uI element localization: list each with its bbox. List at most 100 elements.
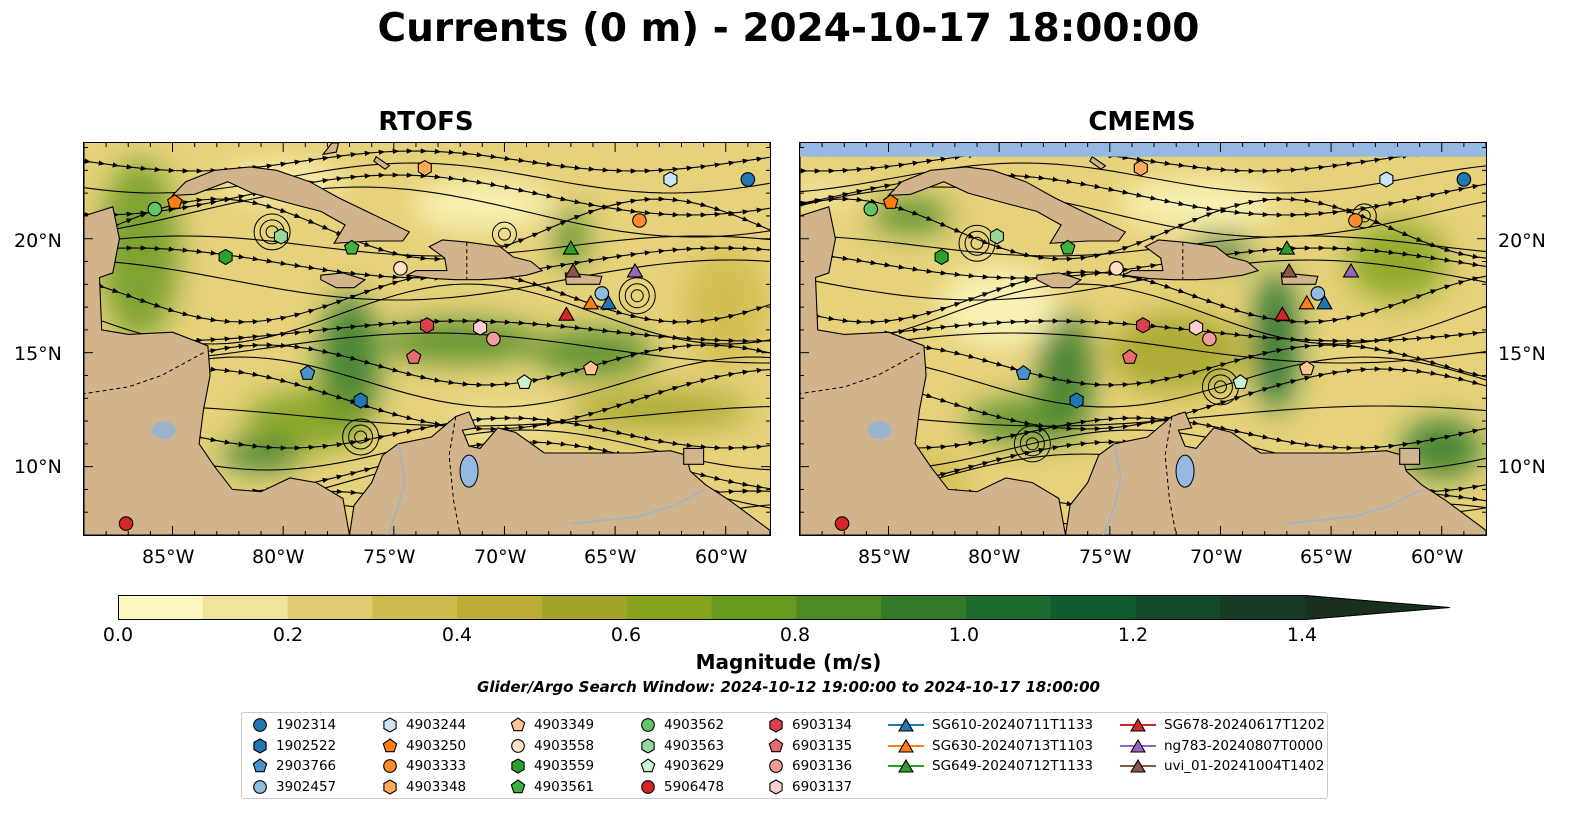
eddy-streamline: [253, 213, 291, 251]
country-border: [800, 352, 920, 395]
legend-label: 5906478: [664, 778, 725, 795]
colorbar-segment: [118, 595, 204, 620]
legend-hexagon-icon: [253, 737, 267, 754]
legend-item: 3902457: [252, 777, 336, 797]
marker-6903137: [1189, 319, 1204, 336]
marker-4903250: [166, 194, 183, 209]
landmass-bahamas-b: [373, 155, 391, 170]
legend-label: uvi_01-20241004T1402: [1164, 758, 1325, 774]
marker-SG610-20240711T1133: [1316, 294, 1333, 310]
lake-maracaibo: [1175, 454, 1195, 488]
colorbar-tick-label: 1.4: [1286, 624, 1318, 646]
cmems-panel-title: CMEMS: [1088, 107, 1196, 137]
lake-maracaibo: [459, 454, 479, 488]
observation-markers: [834, 159, 1472, 531]
legend-triangle-icon: [1120, 717, 1156, 732]
legend-label: 6903137: [792, 778, 853, 795]
observation-markers: [118, 159, 756, 531]
legend-circle-icon: [253, 718, 267, 732]
legend-symbol: [253, 737, 267, 754]
colorbar-extend-arrow: [1305, 595, 1450, 620]
colorbar-tick-label: 0.4: [441, 624, 473, 646]
legend-label: SG630-20240713T1103: [932, 737, 1093, 754]
lon-tick-label: 80°W: [252, 546, 305, 568]
legend-symbol: [511, 738, 525, 753]
marker-1902314: [740, 172, 756, 187]
marker-4903562: [863, 201, 879, 217]
colorbar-tick-label: 1.2: [1117, 624, 1149, 646]
marker-4903349: [1298, 360, 1315, 376]
marker-1902314: [1456, 172, 1472, 187]
legend-item: 2903766: [252, 756, 336, 776]
legend-label: 4903349: [534, 717, 595, 733]
legend-triangle-icon: [888, 738, 924, 753]
colorbar-segment: [1220, 595, 1306, 620]
legend-label: 3902457: [276, 778, 337, 795]
marker-4903348: [417, 159, 432, 177]
marker-4903561: [1059, 239, 1076, 255]
marker-4903562: [147, 201, 163, 217]
legend-symbol: [382, 737, 398, 752]
colorbar-segment: [372, 595, 458, 620]
legend-pentagon-icon: [510, 778, 526, 793]
eddy-streamline: [348, 424, 374, 450]
rtofs-map[interactable]: [83, 142, 771, 536]
legend-item: 4903349: [510, 715, 594, 735]
eddy-streamline: [970, 236, 984, 250]
legend-item: uvi_01-20241004T1402: [1120, 756, 1324, 776]
colorbar-segment: [287, 595, 373, 620]
marker-3902457: [1310, 286, 1326, 301]
legend-symbol: [252, 758, 268, 773]
marker-SG678-20240617T1202: [1273, 306, 1291, 321]
legend-label: 4903559: [534, 758, 595, 774]
legend-item: 1902314: [252, 715, 336, 735]
lat-tick-label-right: 10°N: [1498, 456, 1546, 478]
legend-label: 6903136: [792, 758, 853, 774]
legend-symbol: [253, 779, 267, 794]
legend-symbol: [1130, 758, 1146, 773]
colorbar-segment: [626, 595, 713, 620]
lake-nicaragua: [151, 421, 176, 440]
legend-label: 4903244: [406, 717, 467, 733]
streamline: [800, 269, 1486, 325]
lake-nicaragua: [867, 421, 892, 440]
legend-item: 4903250: [382, 736, 466, 756]
marker-4903558: [1109, 261, 1124, 276]
marker-SG630-20240713T1103: [1298, 294, 1316, 310]
legend-pentagon-icon: [768, 737, 784, 752]
marker-ng783-20240807T0000: [1342, 262, 1360, 278]
colorbar-tick-label: 0.6: [610, 624, 642, 646]
lon-tick-label: 85°W: [142, 546, 195, 568]
marker-5906478: [834, 516, 850, 531]
marker-6903136: [486, 331, 501, 347]
marker-4903333: [632, 213, 647, 228]
eddy-streamline: [624, 283, 650, 309]
marker-4903559: [934, 248, 949, 266]
lon-tick-label: 60°W: [695, 546, 748, 568]
marker-4903244: [663, 171, 678, 188]
lon-tick-label: 85°W: [858, 546, 911, 568]
colorbar: [118, 595, 1458, 620]
legend-symbol: [769, 717, 783, 733]
legend-item: 1902522: [252, 736, 336, 756]
legend-item: ng783-20240807T0000: [1120, 736, 1323, 756]
legend-hexagon-icon: [769, 778, 783, 795]
legend-symbol: [640, 758, 656, 773]
legend-circle-icon: [253, 779, 267, 794]
colorbar-tick-label: 0.2: [272, 624, 304, 646]
marker-6903135: [405, 349, 422, 364]
cmems-map[interactable]: [799, 142, 1487, 536]
legend-item: 4903562: [640, 715, 724, 735]
landmass-central-america: [800, 143, 1067, 535]
legend-triangle-icon: [888, 758, 924, 773]
lon-tick-label: 65°W: [584, 546, 637, 568]
legend-label: SG610-20240711T1133: [932, 717, 1093, 733]
colorbar-segment: [202, 595, 289, 620]
landmass-trinidad: [683, 447, 705, 465]
eddy-streamline: [1213, 380, 1227, 394]
legend-item: 6903135: [768, 736, 852, 756]
streamline: [800, 245, 1486, 281]
landmass-jamaica: [320, 272, 367, 289]
lon-tick-label: 65°W: [1300, 546, 1353, 568]
eddy-streamline: [1019, 431, 1045, 457]
